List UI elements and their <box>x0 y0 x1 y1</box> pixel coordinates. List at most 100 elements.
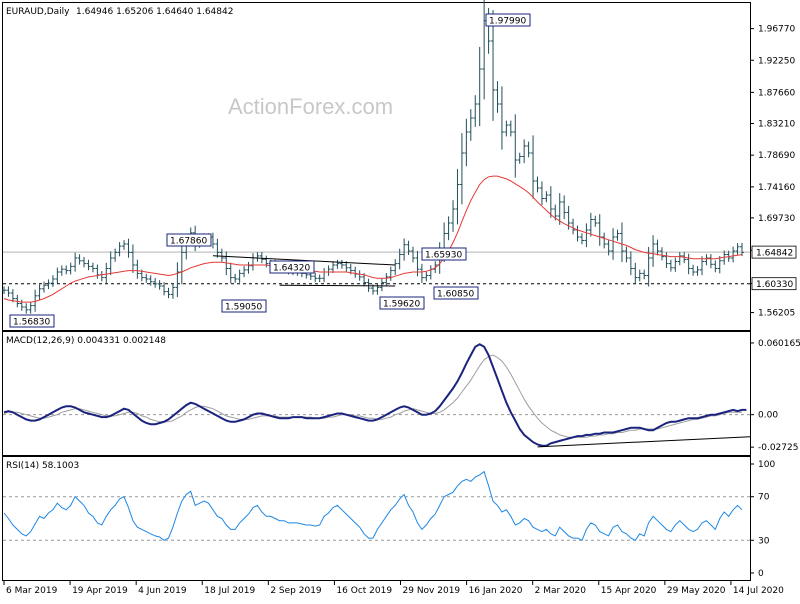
price-bar <box>339 259 344 269</box>
x-axis: 6 Mar 2019 19 Apr 2019 4 Jun 2019 18 Jul 20… <box>3 581 784 596</box>
price-bar <box>713 260 718 273</box>
price-bar <box>246 261 251 274</box>
price-bar <box>677 252 682 266</box>
price-bar <box>104 262 109 284</box>
price-annotation-label: 1.65930 <box>425 251 462 261</box>
price-bar <box>46 279 51 290</box>
price-bar <box>642 269 647 280</box>
price-bar <box>157 280 162 290</box>
price-bar <box>33 289 38 312</box>
rsi-y-tick-label: 30 <box>758 536 770 546</box>
triangle-upper-line <box>212 255 396 266</box>
x-tick-label: 4 Jun 2019 <box>138 586 187 596</box>
x-tick-label: 16 Jan 2020 <box>469 586 523 596</box>
macd-panel-frame <box>2 331 751 456</box>
price-bar <box>588 212 593 237</box>
price-bar <box>517 152 522 164</box>
support-price-label-text: 1.60330 <box>756 280 793 290</box>
price-annotation: 1.67860 <box>166 233 212 247</box>
price-bar <box>313 272 318 283</box>
price-bar <box>446 216 451 241</box>
price-bar <box>491 10 496 121</box>
price-bar <box>615 229 620 241</box>
price-bar <box>459 133 464 205</box>
price-bar <box>699 256 704 276</box>
price-annotation: 1.97990 <box>485 13 531 27</box>
price-bar <box>557 193 562 225</box>
price-bar <box>664 252 669 269</box>
price-bar <box>126 238 131 258</box>
price-bar <box>233 273 238 283</box>
price-bar <box>335 259 340 269</box>
price-annotation: 1.59620 <box>379 296 425 310</box>
price-bar <box>695 266 700 276</box>
price-bar <box>455 169 460 225</box>
price-bar <box>406 240 411 255</box>
price-bar <box>499 86 504 150</box>
current-price-label-text: 1.64842 <box>756 249 793 259</box>
price-bar <box>175 262 180 298</box>
price-y-tick-label: 1.96770 <box>758 25 795 35</box>
price-bar <box>522 139 527 164</box>
x-tick-label: 18 Jul 2019 <box>204 586 255 596</box>
price-bar <box>68 262 73 275</box>
price-bar <box>59 265 64 276</box>
rsi-y-tick-label: 70 <box>758 493 770 503</box>
price-bar <box>64 265 69 275</box>
price-bar <box>464 118 469 167</box>
price-bar <box>379 278 384 292</box>
price-y-tick-label: 1.87660 <box>758 88 795 98</box>
rsi-panel: 100 70 30 0 <box>3 460 775 579</box>
price-bar <box>531 135 536 199</box>
price-annotation-label: 1.60850 <box>437 290 474 300</box>
price-bar <box>219 248 224 262</box>
macd-y-tick-label: 0.00 <box>758 411 778 421</box>
price-annotation-label: 1.56830 <box>13 318 50 328</box>
price-bar <box>704 254 709 266</box>
price-y-tick-label: 1.78690 <box>758 151 795 161</box>
rsi-y-tick-label: 0 <box>758 569 764 579</box>
price-annotation-label: 1.67860 <box>170 237 207 247</box>
price-bar <box>686 253 691 275</box>
price-bar <box>593 215 598 227</box>
price-bar <box>633 262 638 284</box>
price-annotation-label: 1.59620 <box>383 300 420 310</box>
price-panel: 1.96770 1.92250 1.87660 1.83210 1.78690 1.741… <box>2 0 797 328</box>
price-bar <box>108 251 113 276</box>
macd-y-tick-label: -0.02725 <box>758 443 798 453</box>
price-y-tick-label: 1.74160 <box>758 183 795 193</box>
price-bar <box>655 239 660 256</box>
price-bar <box>42 281 47 293</box>
price-bar <box>708 254 713 269</box>
rsi-line <box>3 470 743 541</box>
price-bar <box>602 232 607 249</box>
x-tick-label: 14 Jul 2020 <box>733 586 784 596</box>
price-bar <box>117 242 122 257</box>
price-bar <box>606 239 611 256</box>
price-bar <box>166 287 171 299</box>
price-ohlc: 1.64946 1.65206 1.64640 1.64842 <box>76 7 233 17</box>
price-bar <box>539 181 544 206</box>
price-annotation-label: 1.97990 <box>489 17 526 27</box>
price-annotation: 1.64320 <box>269 260 315 274</box>
price-bar <box>330 261 335 273</box>
price-y-tick-label: 1.56205 <box>758 309 795 319</box>
price-bar <box>584 223 589 248</box>
price-annotation-label: 1.64320 <box>273 264 310 274</box>
macd-trendline <box>537 436 751 448</box>
price-bar <box>544 191 549 203</box>
x-tick-label: 19 Apr 2019 <box>72 586 128 596</box>
price-bar <box>113 248 118 262</box>
x-tick-label: 2 Sep 2019 <box>270 586 322 596</box>
price-bar <box>317 274 322 283</box>
current-price-label: 1.64842 <box>751 245 797 259</box>
price-bar <box>562 195 567 220</box>
price-bar <box>73 252 78 272</box>
price-bar <box>366 278 371 292</box>
x-tick-label: 2 Mar 2020 <box>535 586 587 596</box>
x-tick-label: 6 Mar 2019 <box>6 586 58 596</box>
price-bar <box>237 269 242 283</box>
price-bar <box>170 282 175 299</box>
price-bar <box>153 278 158 288</box>
price-bar <box>611 228 616 260</box>
